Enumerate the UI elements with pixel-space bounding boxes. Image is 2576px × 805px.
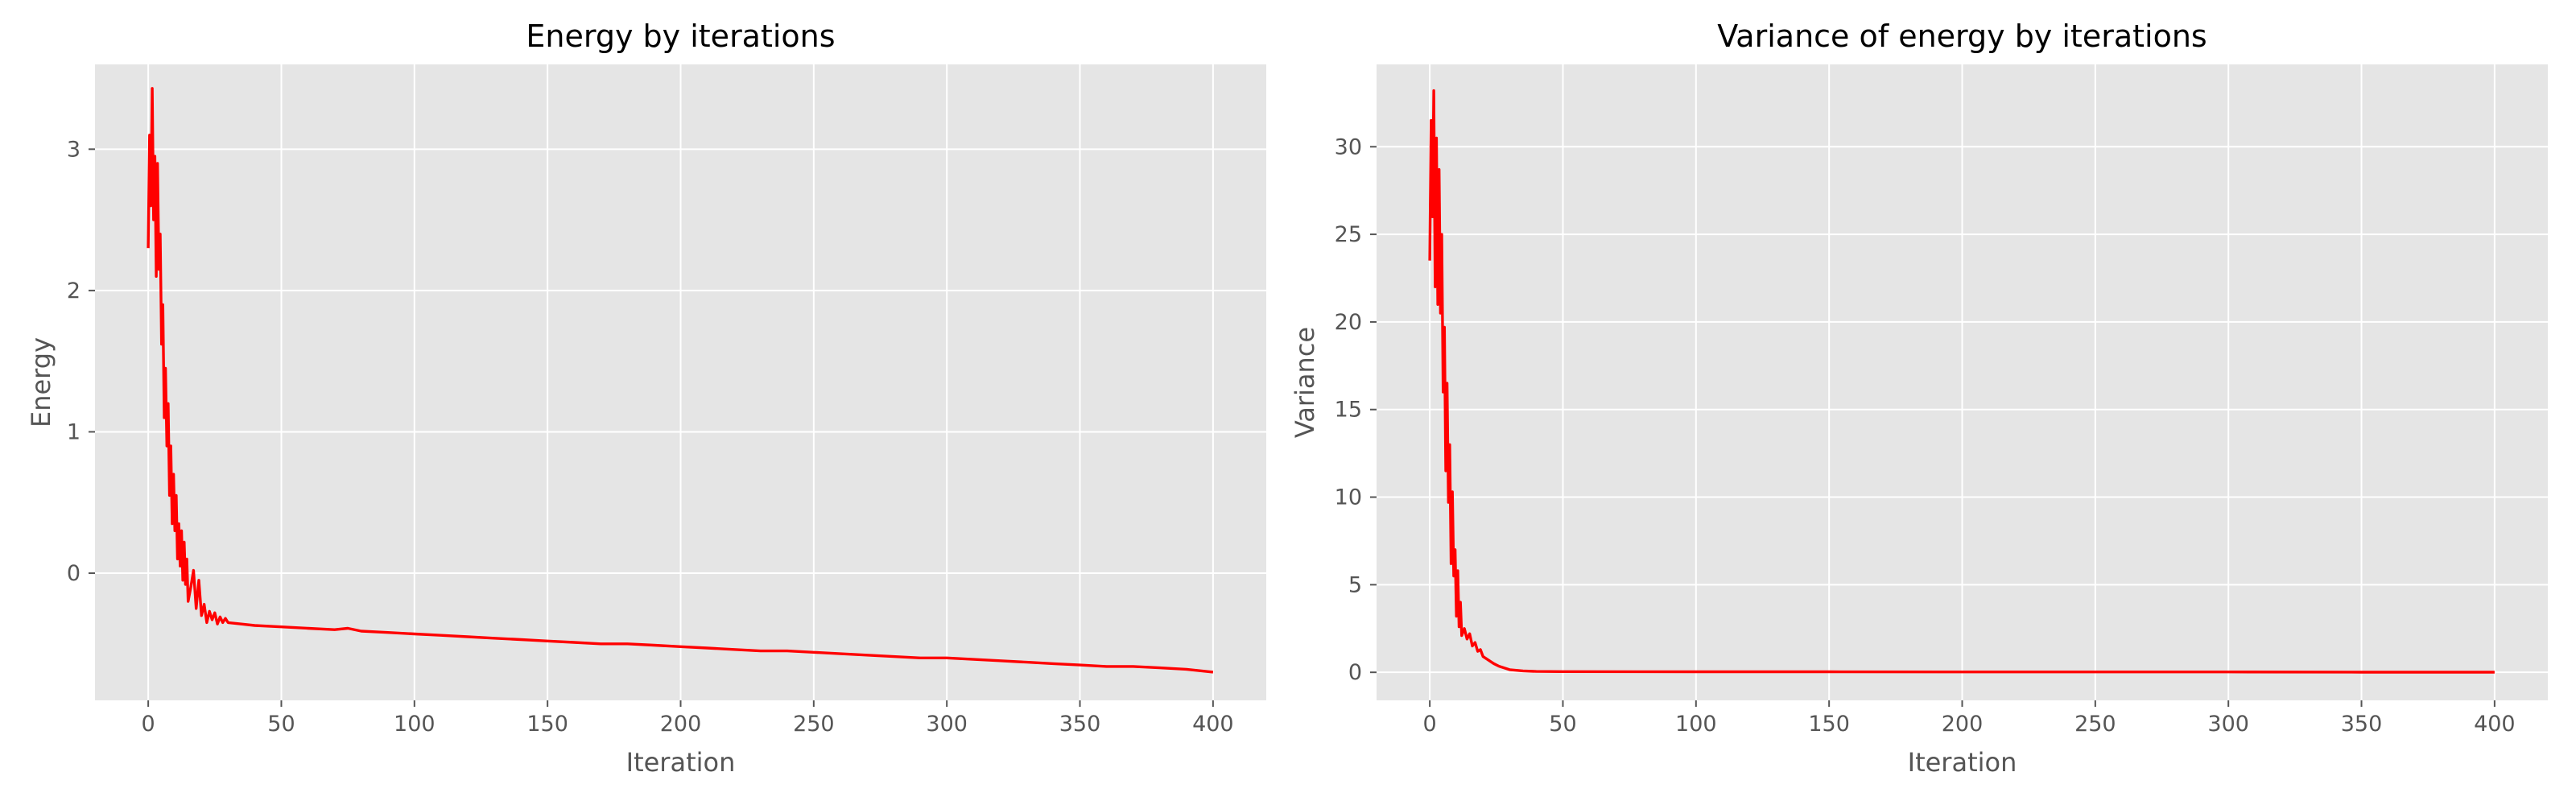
chart-title: Energy by iterations [526, 19, 835, 54]
axis-ticks: 0 50 100 150 200 250 300 350 400 0 1 2 3 [67, 137, 1234, 737]
x-tick-label: 200 [1942, 712, 1984, 737]
x-tick-label: 250 [793, 712, 835, 737]
x-tick-label: 400 [1192, 712, 1234, 737]
x-tick-label: 150 [526, 712, 568, 737]
y-tick-label: 3 [67, 137, 80, 162]
energy-chart: 0 50 100 150 200 250 300 350 400 0 1 2 3 Energy by i… [26, 19, 1266, 778]
grid-lines [95, 64, 1266, 700]
variance-chart: 0 50 100 150 200 250 300 350 400 0 5 10 15 20 25 30 Var… [1290, 19, 2548, 778]
x-tick-label: 300 [926, 712, 968, 737]
x-tick-label: 350 [1059, 712, 1101, 737]
y-tick-label: 30 [1335, 134, 1362, 159]
y-tick-label: 1 [67, 419, 80, 444]
y-tick-label: 15 [1335, 398, 1362, 423]
energy-series-line [147, 87, 1214, 674]
x-tick-label: 150 [1808, 712, 1850, 737]
x-tick-label: 350 [2341, 712, 2383, 737]
y-tick-label: 10 [1335, 485, 1362, 510]
y-tick-label: 2 [67, 279, 80, 303]
y-tick-label: 5 [1348, 572, 1362, 597]
x-tick-label: 400 [2474, 712, 2516, 737]
x-tick-label: 0 [1423, 712, 1437, 737]
y-tick-label: 0 [67, 561, 80, 586]
x-tick-label: 50 [1549, 712, 1576, 737]
y-tick-label: 20 [1335, 310, 1362, 335]
y-axis-label: Energy [26, 337, 56, 427]
y-tick-label: 0 [1348, 660, 1362, 685]
y-axis-label: Variance [1290, 327, 1320, 438]
x-tick-label: 250 [2074, 712, 2116, 737]
x-axis-label: Iteration [1908, 747, 2017, 778]
x-tick-label: 0 [142, 712, 155, 737]
y-tick-label: 25 [1335, 222, 1362, 247]
axis-ticks: 0 50 100 150 200 250 300 350 400 0 5 10 15 20 25 30 [1335, 134, 2516, 737]
x-tick-label: 300 [2207, 712, 2249, 737]
chart-title: Variance of energy by iterations [1717, 19, 2207, 54]
variance-series-line [1428, 89, 2495, 674]
x-tick-label: 50 [267, 712, 295, 737]
x-axis-label: Iteration [626, 747, 736, 778]
x-tick-label: 100 [394, 712, 436, 737]
x-tick-label: 200 [660, 712, 702, 737]
x-tick-label: 100 [1675, 712, 1717, 737]
